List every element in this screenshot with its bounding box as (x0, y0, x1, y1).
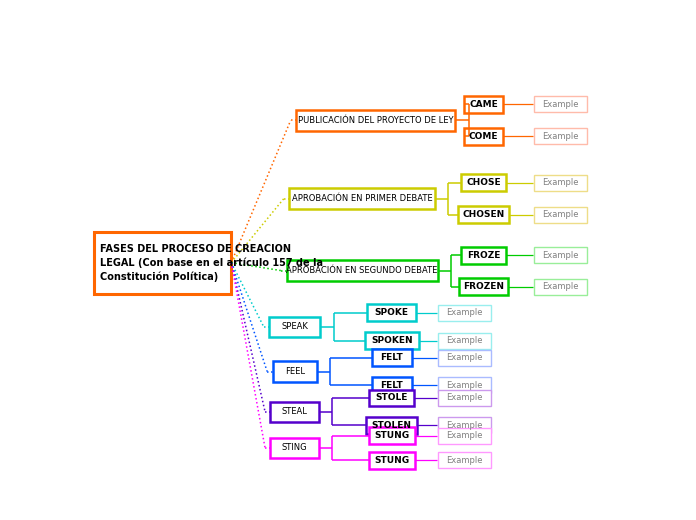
FancyBboxPatch shape (534, 128, 587, 145)
FancyBboxPatch shape (369, 427, 415, 444)
FancyBboxPatch shape (438, 427, 491, 444)
Text: FELT: FELT (381, 354, 403, 362)
Text: APROBACIÓN EN PRIMER DEBATE: APROBACIÓN EN PRIMER DEBATE (292, 194, 432, 203)
Text: FELT: FELT (381, 381, 403, 389)
Text: Example: Example (542, 132, 579, 141)
Text: CAME: CAME (469, 100, 498, 109)
FancyBboxPatch shape (270, 437, 319, 458)
FancyBboxPatch shape (270, 401, 319, 422)
Text: SPEAK: SPEAK (281, 322, 308, 331)
FancyBboxPatch shape (287, 260, 438, 281)
Text: COME: COME (468, 132, 498, 141)
FancyBboxPatch shape (438, 333, 491, 349)
FancyBboxPatch shape (534, 279, 587, 295)
FancyBboxPatch shape (534, 206, 587, 223)
FancyBboxPatch shape (290, 188, 435, 209)
Text: CHOSEN: CHOSEN (462, 210, 505, 219)
Text: Example: Example (542, 210, 579, 219)
FancyBboxPatch shape (94, 231, 231, 294)
FancyBboxPatch shape (461, 174, 505, 191)
Text: SPOKE: SPOKE (374, 308, 409, 317)
Text: Example: Example (446, 421, 483, 430)
Text: STUNG: STUNG (374, 431, 409, 440)
Text: STUNG: STUNG (374, 456, 409, 465)
Text: APROBACIÓN EN SEGUNDO DEBATE: APROBACIÓN EN SEGUNDO DEBATE (287, 266, 438, 275)
Text: Example: Example (446, 308, 483, 317)
FancyBboxPatch shape (438, 377, 491, 393)
Text: Example: Example (446, 354, 483, 362)
Text: FEEL: FEEL (285, 367, 305, 376)
Text: FROZEN: FROZEN (463, 282, 504, 291)
FancyBboxPatch shape (269, 317, 320, 336)
Text: STEAL: STEAL (282, 407, 308, 416)
FancyBboxPatch shape (366, 417, 418, 434)
FancyBboxPatch shape (438, 417, 491, 433)
FancyBboxPatch shape (464, 128, 503, 145)
FancyBboxPatch shape (534, 175, 587, 190)
FancyBboxPatch shape (438, 305, 491, 321)
FancyBboxPatch shape (459, 278, 507, 295)
FancyBboxPatch shape (438, 350, 491, 366)
Text: CHOSE: CHOSE (466, 178, 500, 187)
FancyBboxPatch shape (296, 110, 455, 131)
Text: Example: Example (446, 431, 483, 440)
Text: FROZE: FROZE (467, 251, 500, 260)
Text: STOLE: STOLE (376, 394, 408, 402)
FancyBboxPatch shape (464, 96, 503, 113)
FancyBboxPatch shape (367, 304, 416, 321)
Text: STING: STING (282, 443, 308, 452)
Text: Example: Example (542, 100, 579, 109)
FancyBboxPatch shape (438, 452, 491, 469)
FancyBboxPatch shape (461, 246, 505, 264)
FancyBboxPatch shape (534, 96, 587, 112)
FancyBboxPatch shape (365, 332, 419, 349)
FancyBboxPatch shape (438, 390, 491, 406)
FancyBboxPatch shape (458, 206, 509, 224)
Text: PUBLICACIÓN DEL PROYECTO DE LEY: PUBLICACIÓN DEL PROYECTO DE LEY (298, 116, 453, 125)
FancyBboxPatch shape (372, 349, 412, 366)
Text: FASES DEL PROCESO DE CREACION
LEGAL (Con base en el artículo 157 de la
Constituc: FASES DEL PROCESO DE CREACION LEGAL (Con… (100, 244, 323, 281)
Text: Example: Example (542, 178, 579, 187)
Text: Example: Example (446, 394, 483, 402)
FancyBboxPatch shape (370, 389, 414, 406)
Text: Example: Example (446, 336, 483, 345)
Text: Example: Example (446, 456, 483, 465)
Text: Example: Example (542, 282, 579, 291)
Text: SPOKEN: SPOKEN (371, 336, 413, 345)
FancyBboxPatch shape (369, 452, 415, 469)
FancyBboxPatch shape (534, 248, 587, 264)
Text: STOLEN: STOLEN (372, 421, 412, 430)
FancyBboxPatch shape (273, 361, 317, 382)
Text: Example: Example (446, 381, 483, 389)
FancyBboxPatch shape (372, 376, 412, 394)
Text: Example: Example (542, 251, 579, 260)
